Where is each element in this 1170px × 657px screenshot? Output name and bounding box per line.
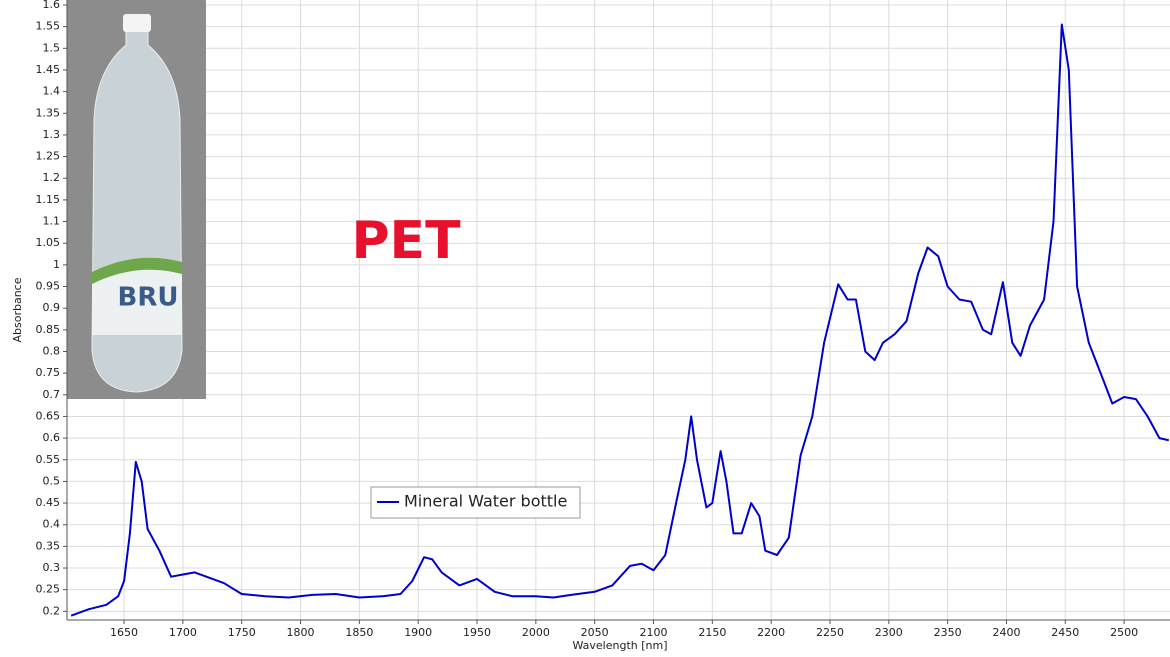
legend: Mineral Water bottle <box>370 486 581 519</box>
x-tick-label: 1800 <box>287 626 315 639</box>
y-tick-label: 1.2 <box>43 171 61 184</box>
x-tick-label: 2100 <box>640 626 668 639</box>
y-tick-label: 0.5 <box>43 474 61 487</box>
x-tick-label: 2250 <box>816 626 844 639</box>
y-tick-label: 0.75 <box>36 366 61 379</box>
y-tick-label: 1.25 <box>36 150 61 163</box>
y-tick-label: 1.4 <box>43 85 61 98</box>
x-tick-label: 2000 <box>522 626 550 639</box>
y-tick-label: 0.9 <box>43 301 61 314</box>
series-line <box>70 23 1170 617</box>
legend-box <box>370 486 581 519</box>
y-tick-label: 1.05 <box>36 236 61 249</box>
y-tick-label: 0.7 <box>43 388 61 401</box>
annotation: PET <box>351 211 461 271</box>
y-axis-label: Absorbance <box>11 277 24 342</box>
axes: 0.2 0.25 0.3 0.35 0.4 0.45 0.5 0.55 0.6 0.65 0.7 0.… <box>36 0 1170 639</box>
y-tick-label: 0.2 <box>43 604 61 617</box>
y-tick-label: 0.25 <box>36 583 61 596</box>
y-tick-label: 0.85 <box>36 323 61 336</box>
plot <box>70 23 1170 617</box>
x-tick-label: 1850 <box>345 626 373 639</box>
y-tick-label: 0.3 <box>43 561 61 574</box>
y-tick-label: 1.55 <box>36 20 61 33</box>
y-tick-label: 0.95 <box>36 280 61 293</box>
x-tick-label: 2150 <box>698 626 726 639</box>
y-tick-label: 0.65 <box>36 409 61 422</box>
inset-label: BRU <box>118 283 179 313</box>
y-tick-label: 1.45 <box>36 63 61 76</box>
grid <box>67 0 1170 620</box>
x-tick-label: 1750 <box>228 626 256 639</box>
y-tick-label: 0.6 <box>43 431 61 444</box>
y-tick-label: 1.1 <box>43 215 61 228</box>
x-tick-label: 2200 <box>757 626 785 639</box>
x-axis-label: Wavelength [nm] <box>572 639 667 652</box>
x-tick-label: 2450 <box>1051 626 1079 639</box>
y-tick-label: 1.35 <box>36 106 61 119</box>
y-tick-label: 0.55 <box>36 453 61 466</box>
x-tick-label: 2300 <box>875 626 903 639</box>
y-tick-label: 1.5 <box>43 41 61 54</box>
x-tick-label: 2350 <box>934 626 962 639</box>
y-tick-label: 1.3 <box>43 128 61 141</box>
y-tick-label: 0.45 <box>36 496 61 509</box>
bottle <box>91 29 183 393</box>
y-tick-label: 1.6 <box>43 0 61 11</box>
label-stripe <box>92 257 182 284</box>
bottle-label <box>92 257 182 335</box>
y-tick-label: 0.8 <box>43 344 61 357</box>
y-tick-label: 1 <box>53 258 60 271</box>
bottle-cap <box>123 14 151 32</box>
x-tick-label: 1900 <box>404 626 432 639</box>
x-tick-label: 2050 <box>581 626 609 639</box>
x-tick-label: 1700 <box>169 626 197 639</box>
x-tick-label: 1950 <box>463 626 491 639</box>
y-tick-label: 1.15 <box>36 193 61 206</box>
y-tick-label: 0.35 <box>36 539 61 552</box>
x-tick-label: 2500 <box>1110 626 1138 639</box>
inset-photo: BRU <box>67 0 206 399</box>
y-tick-label: 0.4 <box>43 518 61 531</box>
x-tick-label: 2400 <box>992 626 1020 639</box>
legend-label: Mineral Water bottle <box>404 492 567 511</box>
x-tick-label: 1650 <box>110 626 138 639</box>
